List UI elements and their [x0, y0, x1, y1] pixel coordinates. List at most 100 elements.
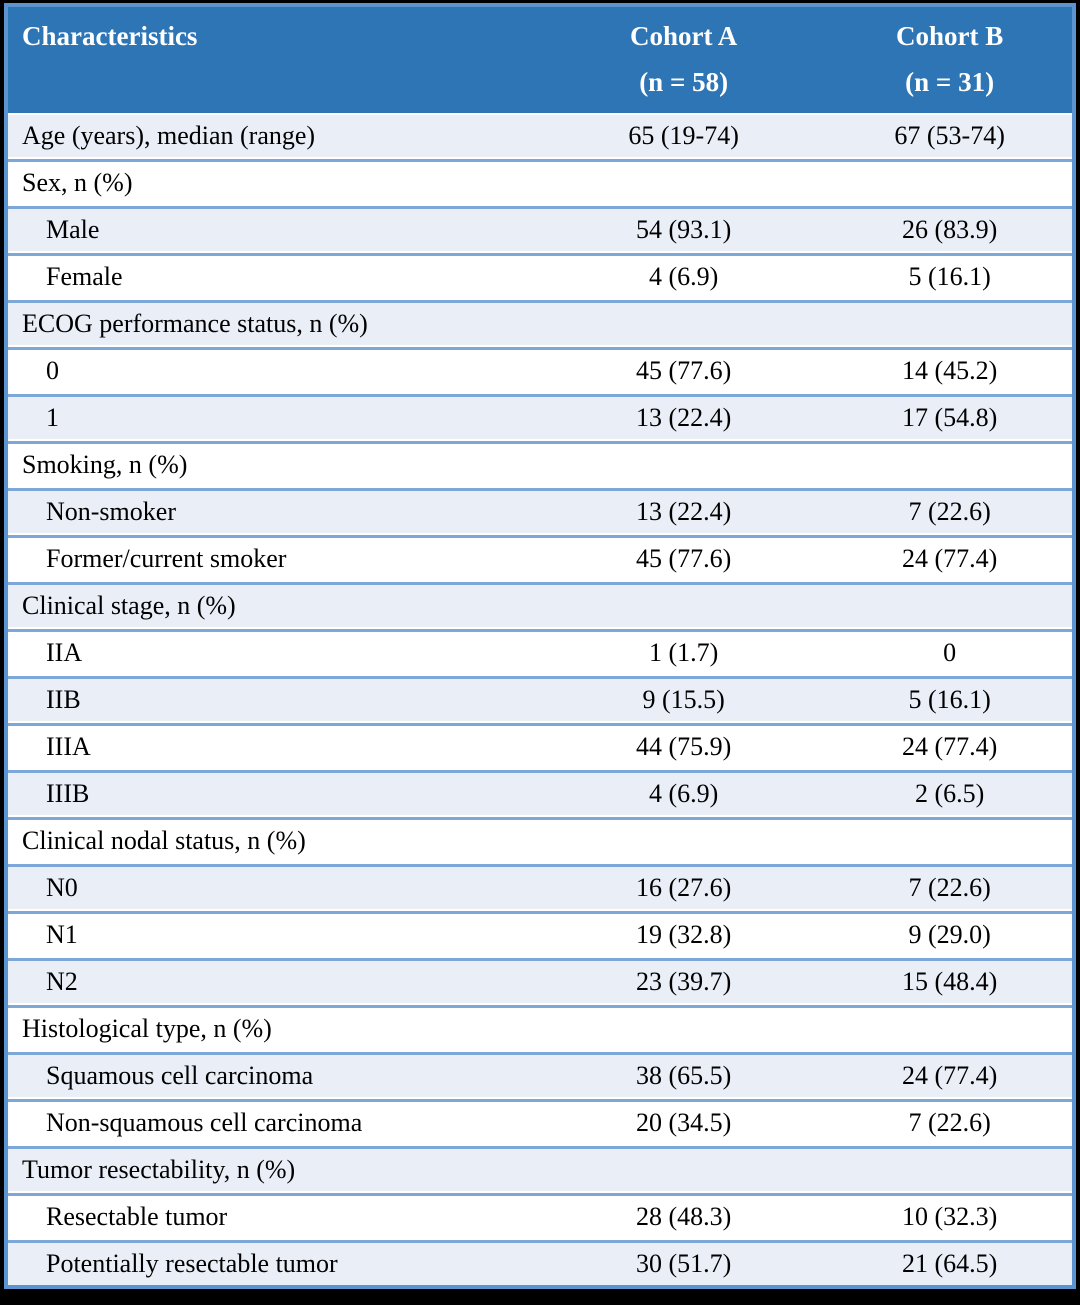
- row-label: Smoking, n (%): [22, 450, 188, 479]
- cohort-a-value: 44 (75.9): [635, 732, 732, 761]
- table-row: 0 45 (77.6) 14 (45.2): [8, 347, 1072, 392]
- row-label: Histological type, n (%): [22, 1014, 272, 1043]
- header-characteristics: Characteristics: [8, 13, 540, 105]
- cohort-a-value: 28 (48.3): [635, 1202, 732, 1231]
- cohort-b-value: 15 (48.4): [901, 967, 998, 996]
- characteristics-table: Characteristics Cohort A (n = 58) Cohort…: [4, 3, 1076, 1289]
- cohort-b-value: 7 (22.6): [908, 873, 991, 902]
- cohort-a-value: 4 (6.9): [648, 262, 719, 291]
- cohort-b-value: [827, 1149, 1072, 1191]
- cohort-a-value: 54 (93.1): [635, 215, 732, 244]
- table-row: 1 13 (22.4) 17 (54.8): [8, 394, 1072, 439]
- cohort-b-value: 10 (32.3): [901, 1202, 998, 1231]
- row-label: Female: [46, 262, 123, 291]
- cohort-b-value: 67 (53-74): [894, 121, 1005, 150]
- cohort-b-value: [827, 162, 1072, 204]
- table-row: Male 54 (93.1) 26 (83.9): [8, 206, 1072, 251]
- cohort-a-value: 30 (51.7): [635, 1249, 732, 1278]
- table-row: N0 16 (27.6) 7 (22.6): [8, 864, 1072, 909]
- cohort-a-value: [540, 162, 827, 204]
- header-cohort-a-title: Cohort A: [630, 21, 738, 51]
- table-row: Resectable tumor 28 (48.3) 10 (32.3): [8, 1193, 1072, 1238]
- cohort-b-value: 26 (83.9): [901, 215, 998, 244]
- cohort-b-value: [827, 444, 1072, 486]
- cohort-a-value: [540, 1008, 827, 1050]
- row-label: IIIA: [46, 732, 91, 761]
- row-label: Resectable tumor: [46, 1202, 228, 1231]
- cohort-a-value: [540, 1149, 827, 1191]
- row-label: Tumor resectability, n (%): [22, 1155, 296, 1184]
- header-cohort-a: Cohort A (n = 58): [540, 13, 827, 105]
- cohort-a-value: 4 (6.9): [648, 779, 719, 808]
- cohort-a-value: [540, 303, 827, 345]
- cohort-a-value: 23 (39.7): [635, 967, 732, 996]
- cohort-b-value: [827, 585, 1072, 627]
- cohort-a-value: 65 (19-74): [628, 121, 739, 150]
- table-row: IIIA 44 (75.9) 24 (77.4): [8, 723, 1072, 768]
- table-row: Smoking, n (%): [8, 441, 1072, 486]
- row-label: Squamous cell carcinoma: [46, 1061, 314, 1090]
- row-label: Clinical stage, n (%): [22, 591, 236, 620]
- table-row: ECOG performance status, n (%): [8, 300, 1072, 345]
- table-row: Clinical nodal status, n (%): [8, 817, 1072, 862]
- row-label: N1: [46, 920, 78, 949]
- cohort-b-value: 17 (54.8): [901, 403, 998, 432]
- row-label: Non-smoker: [46, 497, 176, 526]
- row-label: Sex, n (%): [22, 168, 133, 197]
- table-row: Potentially resectable tumor 30 (51.7) 2…: [8, 1240, 1072, 1285]
- table-row: Female 4 (6.9) 5 (16.1): [8, 253, 1072, 298]
- cohort-b-value: 7 (22.6): [908, 1108, 991, 1137]
- cohort-a-value: 20 (34.5): [635, 1108, 732, 1137]
- cohort-b-value: 5 (16.1): [908, 685, 991, 714]
- cohort-b-value: 24 (77.4): [901, 544, 998, 573]
- header-cohort-a-n: (n = 58): [639, 67, 729, 97]
- cohort-a-value: 13 (22.4): [635, 403, 732, 432]
- row-label: Age (years), median (range): [22, 121, 316, 150]
- row-label: ECOG performance status, n (%): [22, 309, 368, 338]
- table-row: Non-squamous cell carcinoma 20 (34.5) 7 …: [8, 1099, 1072, 1144]
- table-row: IIA 1 (1.7) 0: [8, 629, 1072, 674]
- cohort-a-value: 45 (77.6): [635, 544, 732, 573]
- header-cohort-b: Cohort B (n = 31): [827, 13, 1072, 105]
- cohort-a-value: [540, 585, 827, 627]
- table-body: Age (years), median (range) 65 (19-74) 6…: [8, 113, 1072, 1285]
- cohort-a-value: [540, 820, 827, 862]
- table-row: Tumor resectability, n (%): [8, 1146, 1072, 1191]
- cohort-b-value: 24 (77.4): [901, 1061, 998, 1090]
- table-row: N2 23 (39.7) 15 (48.4): [8, 958, 1072, 1003]
- table-row: Squamous cell carcinoma 38 (65.5) 24 (77…: [8, 1052, 1072, 1097]
- cohort-a-value: 45 (77.6): [635, 356, 732, 385]
- cohort-b-value: [827, 303, 1072, 345]
- table-row: Histological type, n (%): [8, 1005, 1072, 1050]
- table-row: N1 19 (32.8) 9 (29.0): [8, 911, 1072, 956]
- header-characteristics-label: Characteristics: [22, 21, 198, 51]
- cohort-a-value: 9 (15.5): [642, 685, 725, 714]
- row-label: IIIB: [46, 779, 90, 808]
- cohort-b-value: [827, 820, 1072, 862]
- row-label: 0: [46, 356, 59, 385]
- cohort-b-value: 9 (29.0): [908, 920, 991, 949]
- row-label: N2: [46, 967, 78, 996]
- row-label: Potentially resectable tumor: [46, 1249, 338, 1278]
- cohort-b-value: 2 (6.5): [914, 779, 985, 808]
- cohort-b-value: 5 (16.1): [908, 262, 991, 291]
- cohort-a-value: 1 (1.7): [648, 638, 719, 667]
- table-row: Former/current smoker 45 (77.6) 24 (77.4…: [8, 535, 1072, 580]
- table-row: IIIB 4 (6.9) 2 (6.5): [8, 770, 1072, 815]
- cohort-b-value: 0: [943, 638, 957, 667]
- table-row: IIB 9 (15.5) 5 (16.1): [8, 676, 1072, 721]
- cohort-a-value: 13 (22.4): [635, 497, 732, 526]
- header-cohort-b-title: Cohort B: [896, 21, 1004, 51]
- row-label: Former/current smoker: [46, 544, 287, 573]
- cohort-b-value: [827, 1008, 1072, 1050]
- table-header-row: Characteristics Cohort A (n = 58) Cohort…: [8, 7, 1072, 113]
- cohort-b-value: 7 (22.6): [908, 497, 991, 526]
- cohort-b-value: 21 (64.5): [901, 1249, 998, 1278]
- header-cohort-b-n: (n = 31): [905, 67, 995, 97]
- cohort-a-value: 19 (32.8): [635, 920, 732, 949]
- table-row: Clinical stage, n (%): [8, 582, 1072, 627]
- cohort-b-value: 24 (77.4): [901, 732, 998, 761]
- row-label: Male: [46, 215, 100, 244]
- row-label: 1: [46, 403, 59, 432]
